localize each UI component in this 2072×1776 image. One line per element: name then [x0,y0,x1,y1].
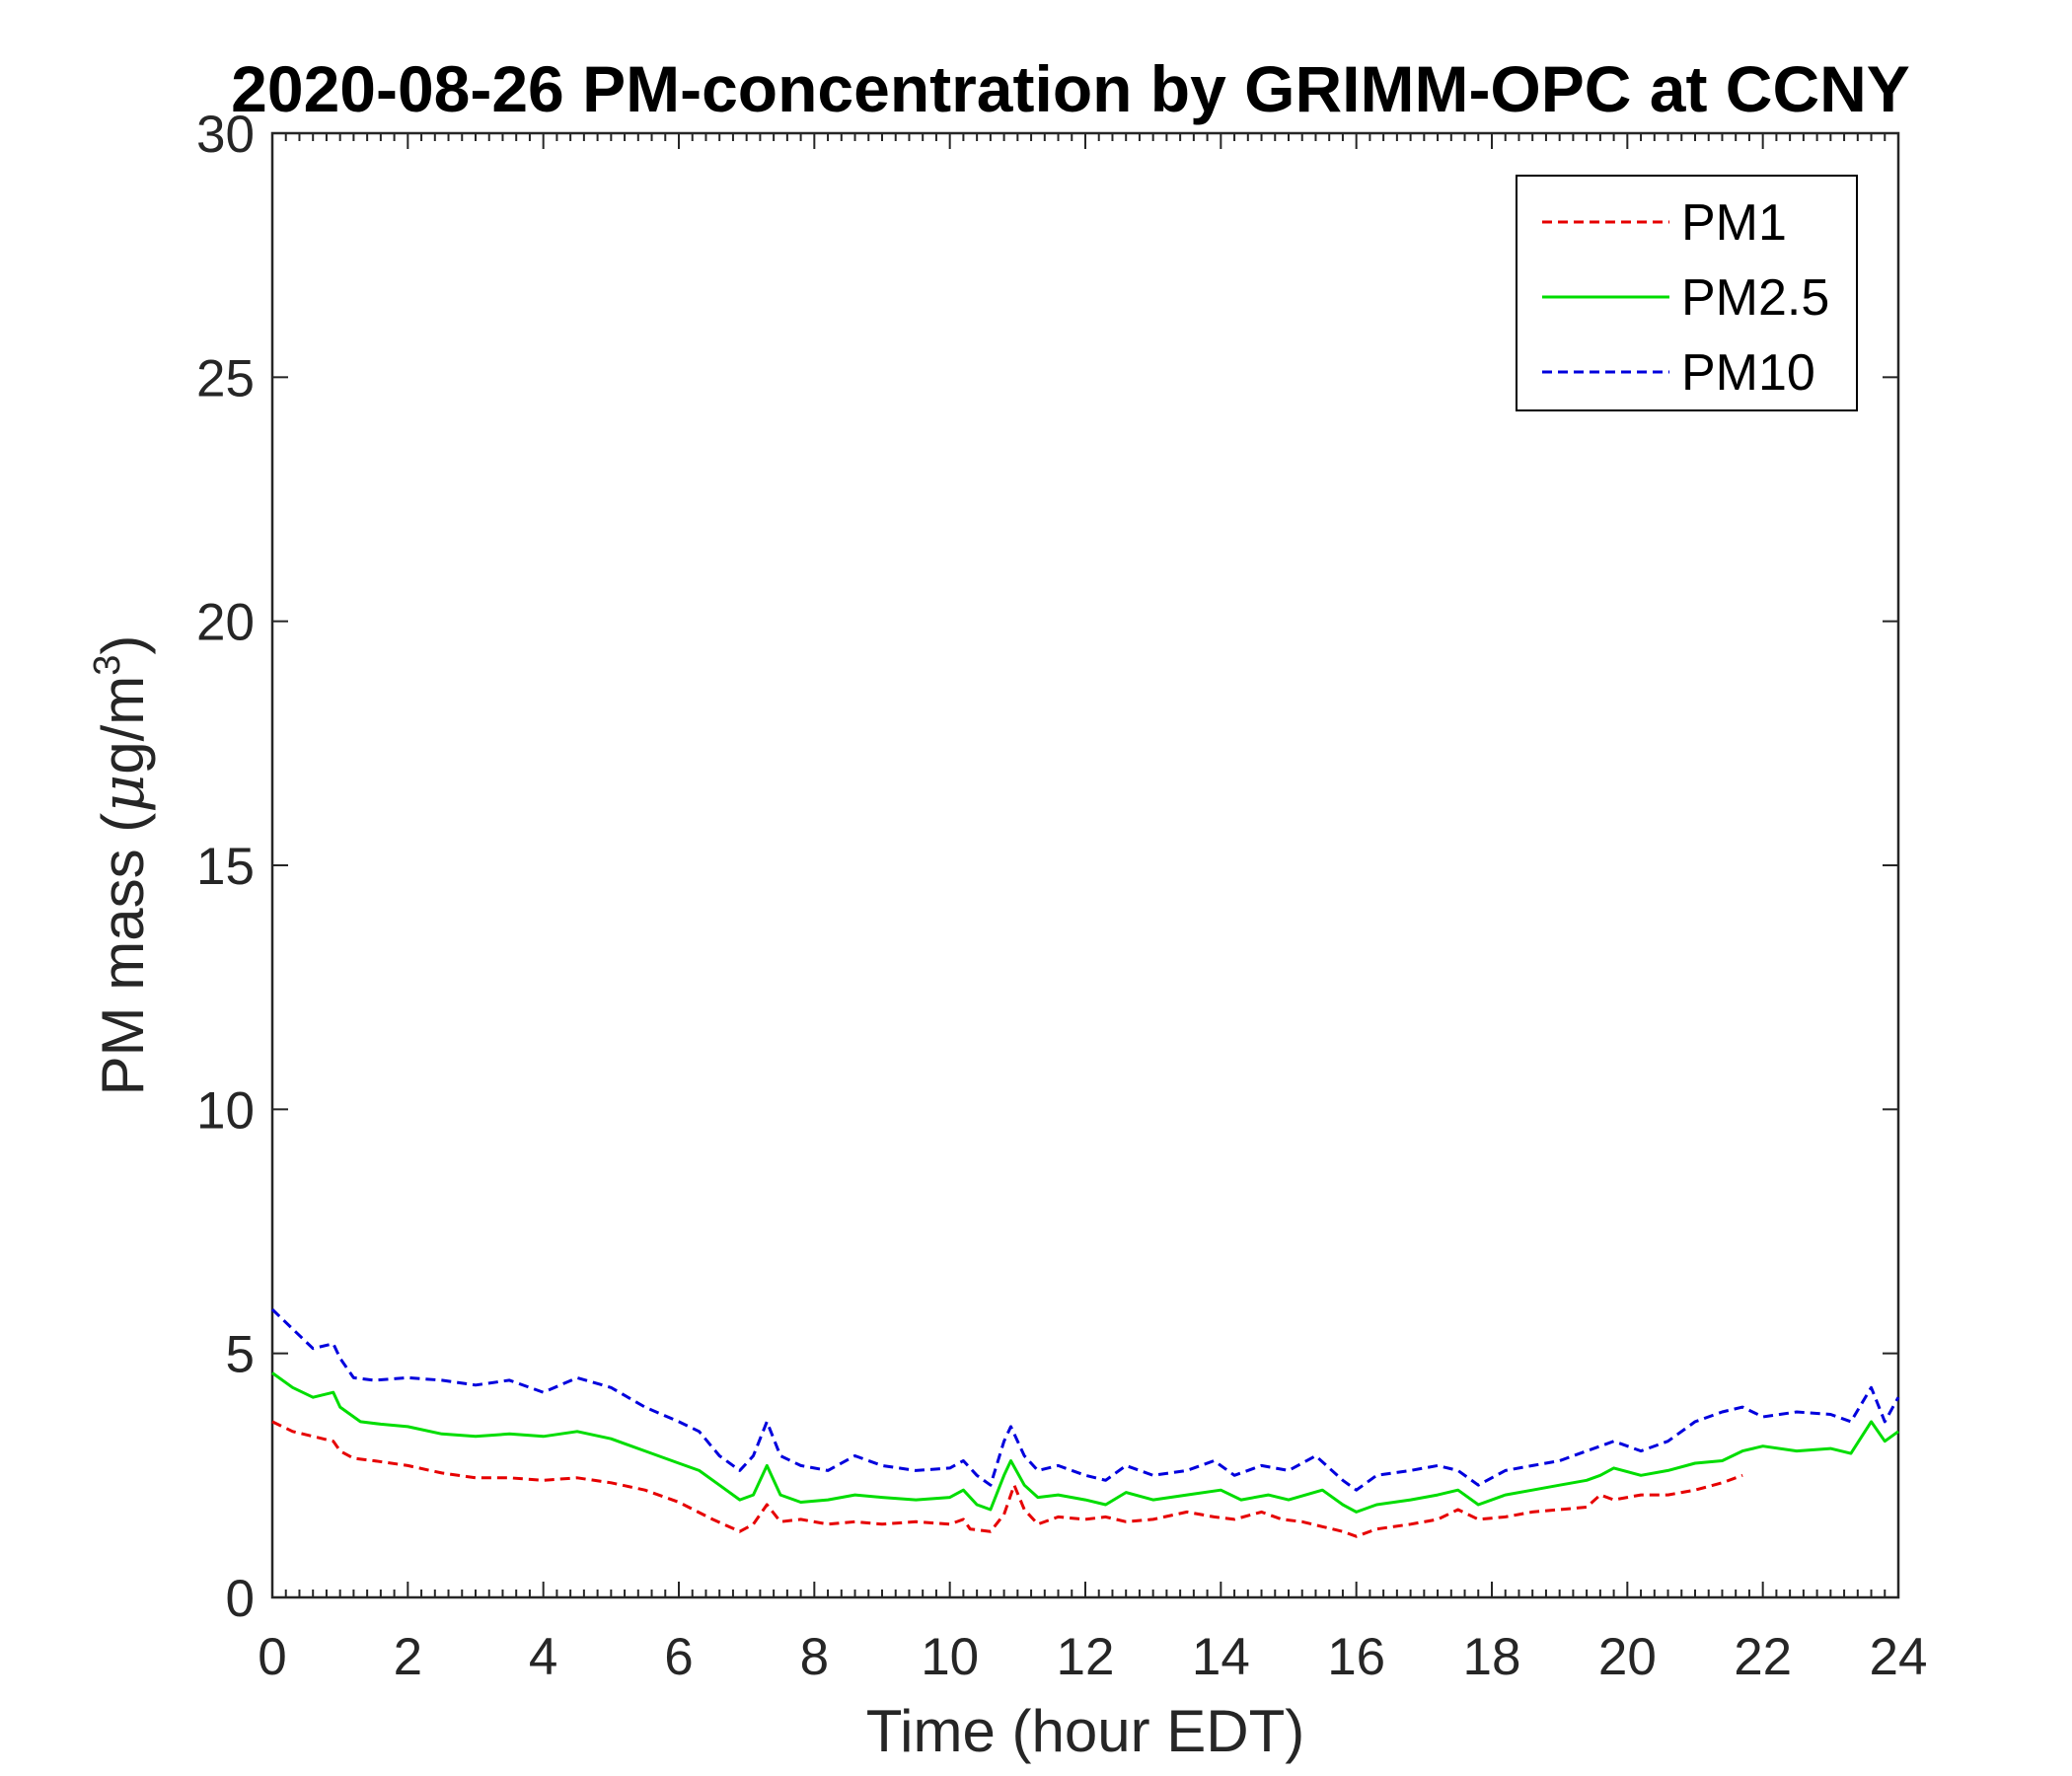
y-ticks: 0 5 10 15 20 25 30 [196,106,1898,1628]
y-tick-label: 25 [196,349,255,407]
legend-label: PM1 [1681,194,1787,252]
x-tick-label: 14 [1192,1628,1250,1686]
x-tick-label: 8 [800,1628,829,1686]
x-tick-label: 2 [394,1628,422,1686]
x-tick-label: 12 [1057,1628,1115,1686]
x-tick-label: 6 [664,1628,693,1686]
y-tick-label: 0 [226,1570,255,1628]
series-line-pm10 [270,1308,1900,1492]
y-tick-label: 15 [196,838,255,896]
x-tick-label: 18 [1463,1628,1521,1686]
minor-ticks [284,133,1887,1597]
x-tick-label: 4 [529,1628,557,1686]
y-tick-label: 20 [196,594,255,652]
legend-label: PM2.5 [1681,269,1829,327]
x-tick-label: 24 [1870,1628,1928,1686]
legend: PM1 PM2.5 PM10 [1516,175,1858,411]
x-axis-label: Time (hour EDT) [866,1698,1305,1764]
series-line-pm25 [271,1371,1899,1514]
x-tick-label: 20 [1598,1628,1657,1686]
y-axis-label-unit: g/m [90,676,156,775]
x-tick-label: 22 [1734,1628,1792,1686]
chart-title: 2020-08-26 PM-concentration by GRIMM-OPC… [231,52,1910,125]
x-tick-label: 0 [258,1628,286,1686]
x-tick-label: 16 [1327,1628,1385,1686]
y-axis-label-mu: μ [89,775,158,813]
series-layer [270,1308,1900,1538]
legend-label: PM10 [1681,344,1815,402]
series-line-pm1 [271,1420,1743,1538]
x-ticks: 0 2 4 6 8 10 12 14 16 18 20 22 24 [258,133,1927,1686]
y-tick-label: 10 [196,1081,255,1140]
y-tick-label: 5 [226,1326,255,1384]
x-tick-label: 10 [921,1628,979,1686]
y-axis-label: PM mass (μg/m3) [87,635,158,1096]
y-axis-label-main: PM mass ( [90,813,156,1096]
y-axis-label-close: ) [90,635,156,655]
legend-box [1516,175,1858,411]
y-axis-label-sup: 3 [87,655,128,676]
y-tick-label: 30 [196,106,255,164]
